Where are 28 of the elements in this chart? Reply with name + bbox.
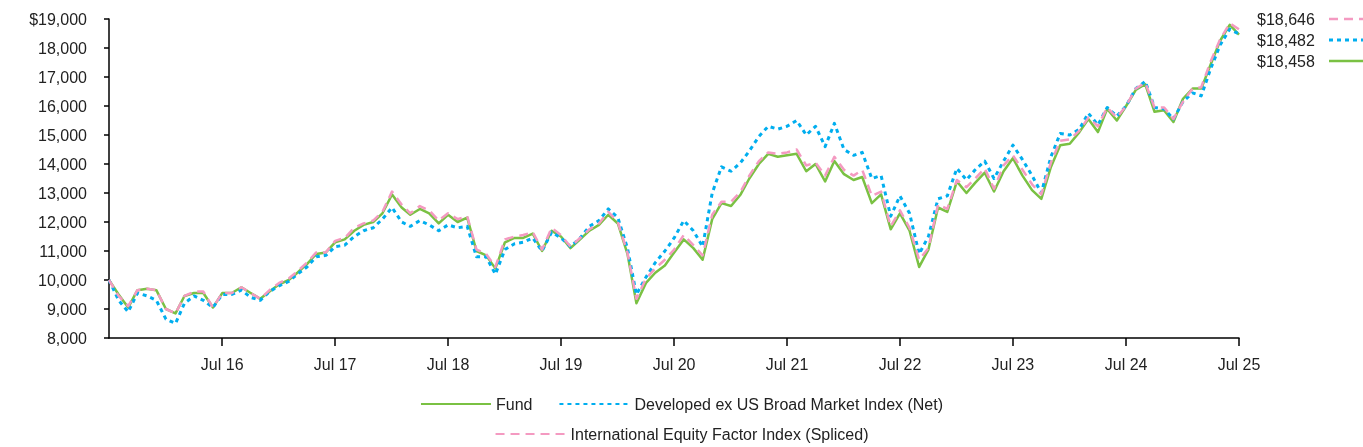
y-tick-label: 18,000 [38, 39, 88, 57]
legend-label: Developed ex US Broad Market Index (Net) [634, 395, 944, 413]
x-tick-label: Jul 21 [765, 355, 809, 373]
x-tick-label: Jul 24 [1104, 355, 1148, 373]
x-tick-label: Jul 23 [991, 355, 1035, 373]
annotation: $18,482 [1257, 31, 1315, 49]
y-tick-label: 11,000 [39, 242, 88, 260]
annotation: $18,458 [1257, 52, 1315, 70]
y-tick-label: 10,000 [38, 271, 88, 289]
y-tick-label: 17,000 [38, 68, 88, 86]
y-tick-label: 16,000 [38, 97, 88, 115]
x-tick-label: Jul 25 [1217, 355, 1261, 373]
legend-label: Fund [495, 395, 533, 413]
x-tick-label: Jul 16 [200, 355, 244, 373]
x-tick-label: Jul 20 [652, 355, 696, 373]
x-tick-label: Jul 18 [426, 355, 470, 373]
x-tick-label: Jul 17 [313, 355, 357, 373]
y-tick-label: 13,000 [38, 184, 88, 202]
annotation: $18,646 [1257, 10, 1315, 28]
y-tick-label: 15,000 [38, 126, 88, 144]
y-tick-label: 12,000 [38, 213, 88, 231]
x-tick-label: Jul 22 [878, 355, 922, 373]
y-tick-label: 8,000 [46, 329, 88, 347]
y-tick-label: 14,000 [38, 155, 88, 173]
y-tick-label: $19,000 [29, 10, 88, 28]
x-tick-label: Jul 19 [539, 355, 583, 373]
y-tick-label: 9,000 [46, 300, 88, 318]
legend-label: International Equity Factor Index (Spliced) [570, 425, 869, 443]
